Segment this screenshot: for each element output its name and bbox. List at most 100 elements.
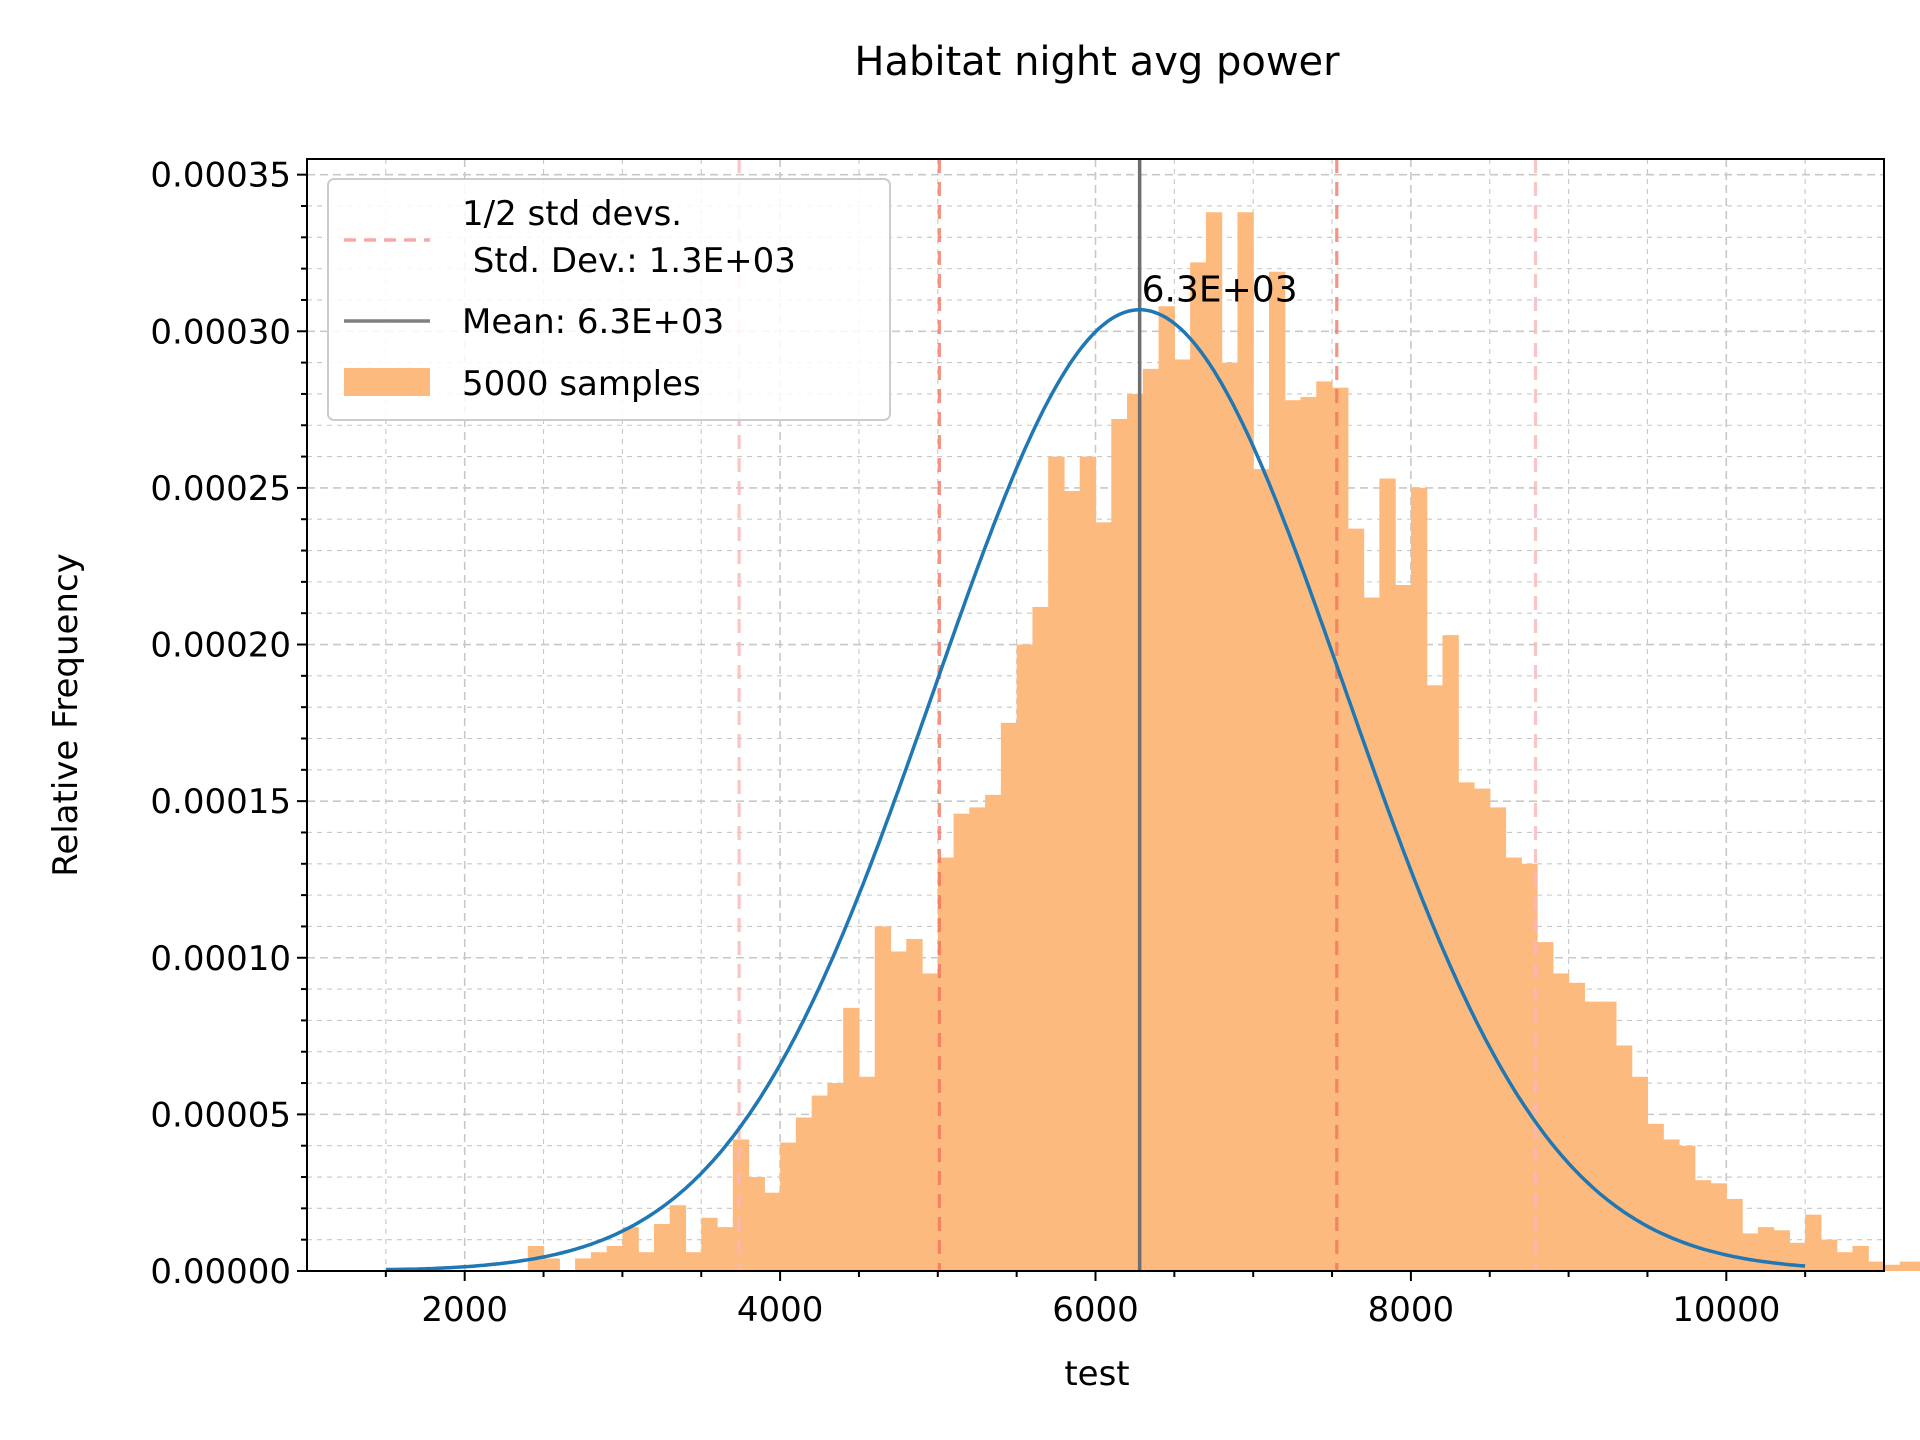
x-tick-label: 2000: [421, 1290, 508, 1330]
histogram-bar: [906, 938, 923, 1271]
histogram-bar: [1000, 722, 1018, 1271]
histogram-bar: [858, 1076, 876, 1271]
histogram-bar: [622, 1227, 639, 1271]
y-axis-label: Relative Frequency: [46, 553, 86, 877]
histogram-bar: [590, 1252, 608, 1271]
histogram-bar: [1395, 585, 1412, 1271]
histogram-bar: [874, 926, 892, 1271]
histogram-bar: [843, 1007, 860, 1271]
histogram-bar: [937, 857, 955, 1271]
histogram-bar: [1410, 487, 1428, 1272]
histogram-bar: [795, 1117, 813, 1271]
histogram-bar: [1253, 469, 1270, 1271]
y-axis: 0.00000 0.00005 0.00010 0.00015 0.00020 0.000…: [150, 156, 307, 1292]
x-tick-label: 10000: [1672, 1290, 1780, 1330]
y-tick-label: 0.00005: [150, 1095, 291, 1135]
legend-mean-label: Mean: 6.3E+03: [462, 302, 724, 342]
histogram-bar: [1915, 1261, 1920, 1271]
histogram-bar: [1095, 522, 1112, 1271]
histogram-bar: [985, 794, 1002, 1271]
histogram-bar: [1379, 478, 1396, 1271]
histogram-bar: [1190, 262, 1207, 1271]
y-tick-label: 0.00020: [150, 626, 291, 666]
legend-hist-swatch: [344, 368, 430, 396]
normal-fit-curve: [385, 307, 1806, 1272]
mean-annotation: 6.3E+03: [1142, 270, 1298, 311]
histogram-bar: [1868, 1261, 1885, 1271]
histogram-bar: [1726, 1198, 1743, 1271]
histogram-bar: [701, 1217, 718, 1271]
legend-std-label-line1: 1/2 std devs.: [462, 194, 682, 234]
histogram-bar: [543, 1258, 560, 1271]
histogram-bar: [717, 1227, 734, 1271]
histogram-bar: [1694, 1180, 1712, 1271]
x-axis: 2000 4000 6000 8000 10000: [384, 1271, 1807, 1330]
histogram-bar: [922, 973, 939, 1271]
histogram-bar: [953, 813, 970, 1271]
histogram-bar: [748, 1177, 765, 1271]
histogram-bar: [669, 1205, 687, 1271]
histogram-bar: [1537, 942, 1554, 1271]
histogram-bar: [1600, 1001, 1617, 1271]
histogram-bar: [1221, 362, 1239, 1272]
histogram-bar: [1773, 1230, 1790, 1271]
histogram-bar: [1063, 491, 1081, 1271]
histogram-bar: [1205, 212, 1223, 1271]
histogram-bar: [1663, 1139, 1680, 1271]
x-tick-label: 8000: [1368, 1290, 1455, 1330]
histogram-bar: [653, 1224, 671, 1271]
histogram-bar: [1884, 1264, 1901, 1271]
legend-std-label-line2: Std. Dev.: 1.3E+03: [462, 241, 796, 281]
histogram-bar: [811, 1095, 829, 1271]
histogram-bar: [1158, 306, 1175, 1271]
histogram-bar: [1032, 606, 1049, 1271]
histogram-bar: [1568, 982, 1585, 1271]
histogram-bar: [638, 1252, 655, 1271]
histogram-bar: [1347, 528, 1365, 1271]
histogram-bar: [1836, 1252, 1854, 1271]
histogram-bar: [1710, 1183, 1727, 1271]
histogram-bar: [1820, 1239, 1838, 1271]
histogram-bar: [1852, 1245, 1869, 1271]
histogram-bar: [1174, 359, 1191, 1271]
histogram-bar: [1268, 271, 1286, 1271]
histogram-bar: [1458, 782, 1475, 1271]
histogram-bar: [1631, 1076, 1649, 1271]
histogram-bar: [732, 1139, 750, 1271]
histogram-bar: [1237, 212, 1254, 1271]
histogram-bar: [1489, 807, 1507, 1271]
legend-hist-label: 5000 samples: [462, 364, 701, 404]
y-tick-label: 0.00035: [150, 156, 291, 196]
histogram-bar: [969, 807, 986, 1271]
histogram-bar: [1442, 635, 1459, 1271]
x-tick-label: 6000: [1052, 1290, 1139, 1330]
histogram-bar: [1142, 368, 1160, 1271]
histogram-bar: [1647, 1123, 1664, 1271]
histogram-bar: [890, 951, 907, 1271]
histogram-bar: [1363, 597, 1380, 1271]
histogram-bar: [1505, 857, 1522, 1271]
histogram-bars: [385, 212, 1920, 1272]
histogram-bar: [1316, 381, 1333, 1271]
y-tick-label: 0.00015: [150, 782, 291, 822]
y-tick-label: 0.00000: [150, 1252, 291, 1292]
histogram-bar: [764, 1192, 781, 1271]
histogram-bar: [606, 1245, 623, 1271]
histogram-bar: [1300, 397, 1317, 1271]
y-tick-label: 0.00030: [150, 312, 291, 352]
y-tick-label: 0.00010: [150, 939, 291, 979]
histogram-bar: [1584, 1001, 1601, 1271]
y-tick-label: 0.00025: [150, 469, 291, 509]
histogram-bar: [685, 1252, 702, 1271]
legend: 1/2 std devs. Std. Dev.: 1.3E+03 Mean: 6…: [327, 178, 891, 421]
histogram-bar: [1899, 1261, 1917, 1271]
histogram-bar: [780, 1142, 797, 1271]
histogram-bar: [1284, 400, 1302, 1272]
histogram-bar: [1111, 418, 1128, 1271]
chart-title: Habitat night avg power: [854, 39, 1340, 85]
histogram-bar: [1016, 644, 1034, 1271]
histogram-bar: [1332, 387, 1349, 1271]
histogram-bar: [1615, 1045, 1633, 1271]
histogram-bar: [1048, 456, 1065, 1271]
